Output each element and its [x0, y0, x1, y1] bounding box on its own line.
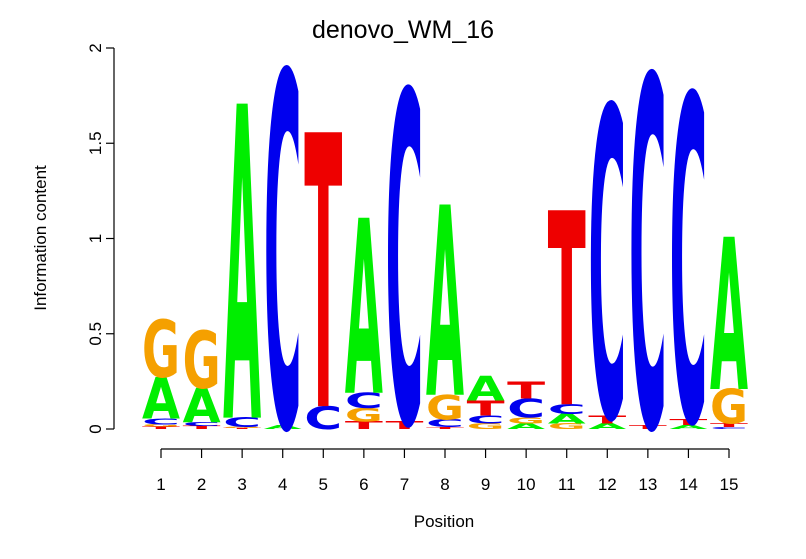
x-axis-label: Position [414, 512, 474, 531]
logo-letter-C: C [183, 421, 221, 427]
logo-letter-A: A [183, 379, 221, 434]
y-tick-label: 1 [86, 234, 105, 243]
x-tick-label: 11 [558, 475, 576, 494]
logo-letter-T: T [345, 420, 384, 432]
logo-letter-T: T [710, 422, 748, 428]
logo-letter-G: G [710, 380, 748, 434]
x-tick-label: 4 [278, 475, 287, 494]
logo-letter-A: A [507, 422, 546, 431]
y-axis-label: Information content [31, 165, 50, 311]
logo-letter-A: A [223, 20, 261, 520]
logo-letter-T: T [588, 414, 627, 426]
logo-letter-C: C [588, 23, 626, 517]
x-tick-label: 12 [598, 475, 617, 494]
x-tick-label: 10 [517, 475, 536, 494]
logo-letter-C: C [710, 427, 748, 430]
x-tick-label: 13 [638, 475, 657, 494]
x-axis: 1 2 3 4 5 6 7 8 9 10 11 12 13 14 15 [156, 448, 739, 494]
logo-letter-G: G [507, 416, 545, 425]
logo-letter-C: C [142, 417, 180, 426]
logo-letter-A: A [588, 422, 627, 431]
logo-letter-A: A [467, 369, 505, 408]
logo-letter-G: G [345, 405, 383, 426]
logo-letter-A: A [426, 154, 464, 457]
x-tick-label: 9 [481, 475, 490, 494]
logo-letter-G: G [142, 424, 180, 428]
logo-letter-G: G [223, 427, 261, 429]
y-tick-label: 1.5 [86, 131, 105, 155]
x-tick-label: 14 [679, 475, 698, 494]
logo-letter-T: T [467, 396, 505, 420]
logo-letter-T: T [183, 425, 221, 430]
logo-letter-A: A [142, 365, 181, 433]
x-tick-label: 15 [720, 475, 739, 494]
x-tick-label: 1 [156, 475, 165, 494]
logo-letter-G: G [548, 422, 586, 431]
y-tick-label: 0 [86, 424, 105, 433]
logo-letter-C: C [467, 414, 505, 426]
logo-letter-A: A [710, 195, 748, 439]
chart-title: denovo_WM_16 [312, 16, 494, 44]
logo-letter-C: C [264, 0, 302, 541]
x-tick-label: 5 [319, 475, 328, 494]
y-tick-label: 2 [86, 43, 105, 52]
logo-letter-C: C [548, 402, 586, 417]
logo-letter-T: T [629, 424, 667, 430]
logo-letter-G: G [183, 316, 221, 407]
y-axis: 0 0.5 1 1.5 2 [86, 43, 115, 434]
logo-letter-T: T [426, 427, 464, 430]
logo-letter-T: T [223, 428, 261, 430]
y-tick-label: 0.5 [86, 322, 105, 346]
logo-letter-T: T [669, 418, 707, 427]
logo-letter-C: C [385, 1, 423, 529]
logo-letter-T: T [548, 159, 586, 468]
logo-letter-A: A [345, 170, 383, 450]
logo-letter-G: G [426, 388, 464, 428]
x-tick-label: 7 [400, 475, 409, 494]
x-tick-label: 6 [359, 475, 368, 494]
logo-letter-C: C [669, 5, 707, 525]
x-tick-label: 2 [197, 475, 206, 494]
logo-letter-A: A [264, 424, 302, 430]
logo-letter-C: C [304, 400, 342, 437]
logo-letter-T: T [304, 59, 342, 495]
logo-letter-T: T [507, 377, 545, 404]
logo-letter-A: A [669, 424, 707, 430]
logo-letter-C: C [507, 393, 545, 424]
logo-letter-G: G [467, 422, 505, 431]
logo-letter-C: C [629, 0, 667, 539]
logo-letter-G: G [142, 305, 180, 396]
logo-letter-T: T [142, 426, 180, 430]
logo-letter-C: C [345, 389, 383, 413]
x-tick-label: 8 [440, 475, 449, 494]
logo-letter-C: C [426, 417, 464, 429]
x-tick-label: 3 [237, 475, 246, 494]
logo-letter-A: A [548, 412, 586, 427]
logo-letter-T: T [385, 420, 424, 432]
logo-letter-C: C [223, 415, 261, 430]
